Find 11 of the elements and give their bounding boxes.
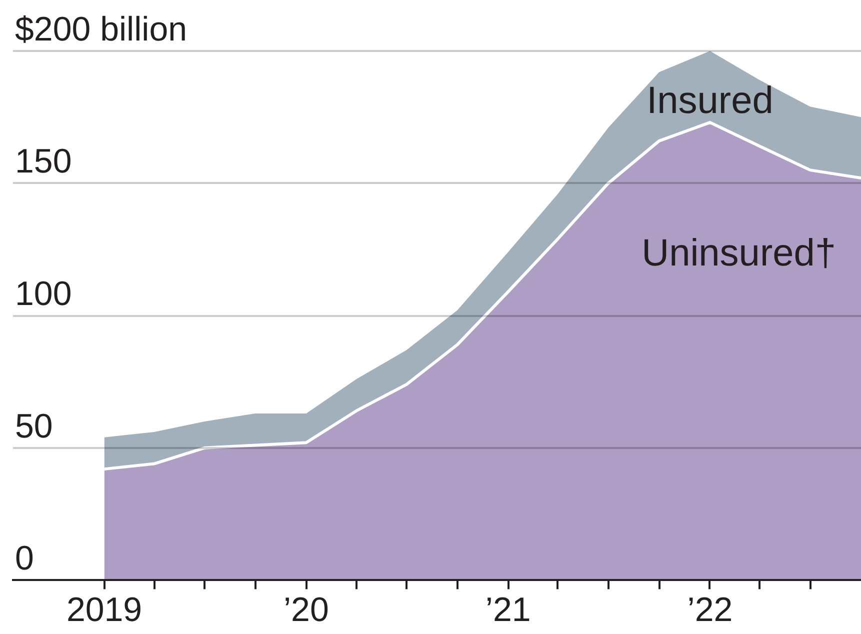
y-tick-label: 150 <box>15 142 72 181</box>
series-label: Uninsured† <box>642 232 836 274</box>
y-tick-label: $200 billion <box>15 10 188 48</box>
x-tick-label: ’21 <box>485 590 531 629</box>
y-tick-label: 100 <box>15 274 72 313</box>
series-label: Insured <box>646 80 774 122</box>
y-tick-label: 50 <box>15 407 53 446</box>
x-tick-label: ’22 <box>687 590 733 629</box>
x-tick-label: ’20 <box>283 590 329 629</box>
y-tick-label: 0 <box>15 540 34 578</box>
x-tick-label: 2019 <box>66 590 142 629</box>
